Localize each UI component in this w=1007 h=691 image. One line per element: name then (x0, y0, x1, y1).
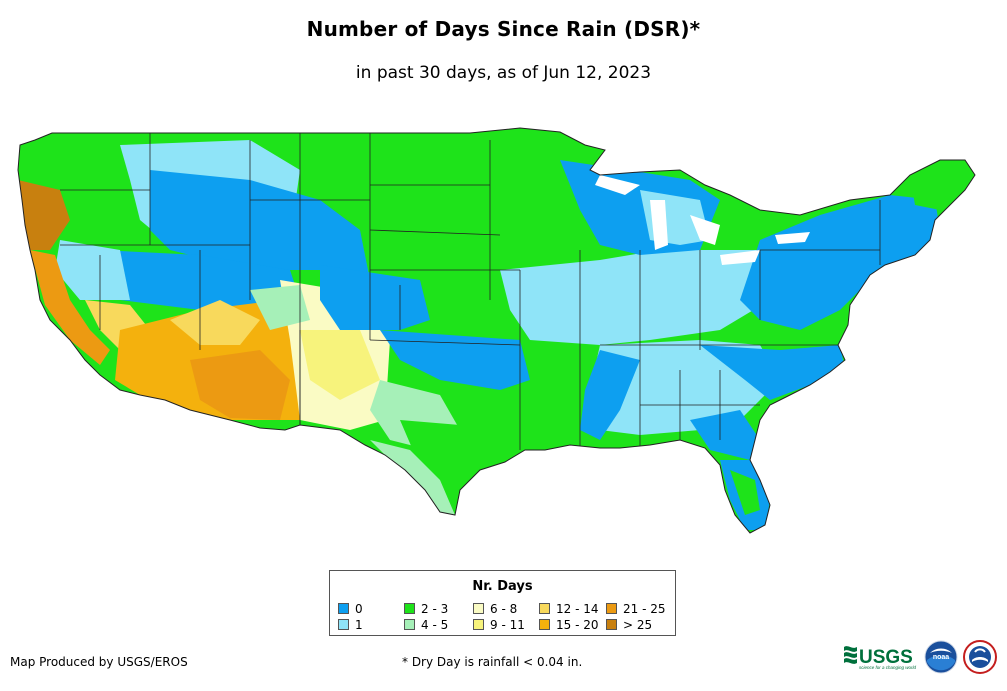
noaa-logo: noaa (924, 640, 958, 674)
legend-swatch (473, 603, 484, 614)
legend-label: 9 - 11 (490, 618, 525, 632)
legend-title: Nr. Days (472, 579, 533, 594)
legend-swatch (404, 619, 415, 630)
legend-swatch (338, 603, 349, 614)
footnote-text: * Dry Day is rainfall < 0.04 in. (402, 655, 583, 669)
noaa-wordmark: noaa (933, 654, 949, 661)
legend-swatch (539, 619, 550, 630)
legend-swatch (338, 619, 349, 630)
state-borders (60, 133, 881, 450)
legend-swatch (473, 619, 484, 630)
legend-label: 6 - 8 (490, 602, 518, 616)
credit-text: Map Produced by USGS/EROS (10, 655, 188, 669)
legend-swatch (539, 603, 550, 614)
legend-label: 2 - 3 (421, 602, 449, 616)
legend-label: 4 - 5 (421, 618, 449, 632)
usgs-logo: USGS science for a changing world (844, 646, 917, 670)
us-land (18, 128, 975, 533)
legend: Nr. Days 0 1 2 - 3 4 - 5 6 - 8 9 - 11 12… (329, 570, 676, 636)
usgs-wordmark: USGS (859, 647, 913, 668)
usgs-tagline: science for a changing world (859, 665, 917, 670)
legend-label: 0 (355, 602, 363, 616)
legend-label: 12 - 14 (556, 602, 599, 616)
legend-label: 15 - 20 (556, 618, 599, 632)
map-subtitle: in past 30 days, as of Jun 12, 2023 (355, 63, 652, 83)
nws-logo (963, 640, 997, 674)
legend-swatch (606, 619, 617, 630)
legend-swatch (404, 603, 415, 614)
legend-label: > 25 (623, 618, 653, 632)
legend-swatch (606, 603, 617, 614)
legend-label: 21 - 25 (623, 602, 666, 616)
map-title: Number of Days Since Rain (DSR)* (306, 17, 701, 41)
legend-label: 1 (355, 618, 363, 632)
